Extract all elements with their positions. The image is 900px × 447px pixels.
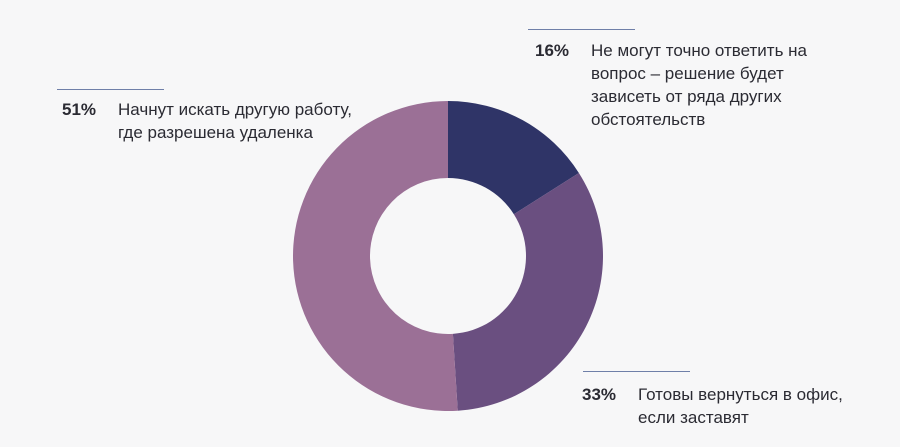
category-label: Готовы вернуться в офис, если заставят	[638, 385, 843, 427]
percent-label: 33%	[582, 385, 617, 404]
divider	[57, 89, 164, 90]
donut-slice	[448, 101, 579, 215]
divider	[583, 371, 690, 372]
category-label: Начнут искать другую работу, где разреше…	[118, 100, 352, 142]
slice-label: 16% Не могут точно ответить на вопрос – р…	[535, 39, 831, 131]
divider	[528, 29, 635, 30]
category-label: Не могут точно ответить на вопрос – реше…	[591, 41, 807, 129]
slice-label: 51% Начнут искать другую работу, где разр…	[62, 98, 358, 144]
donut-slice	[292, 101, 458, 411]
slice-label: 33% Готовы вернуться в офис, если заставя…	[582, 383, 878, 429]
percent-label: 16%	[535, 41, 570, 60]
percent-label: 51%	[62, 100, 97, 119]
donut-slice	[452, 172, 603, 411]
